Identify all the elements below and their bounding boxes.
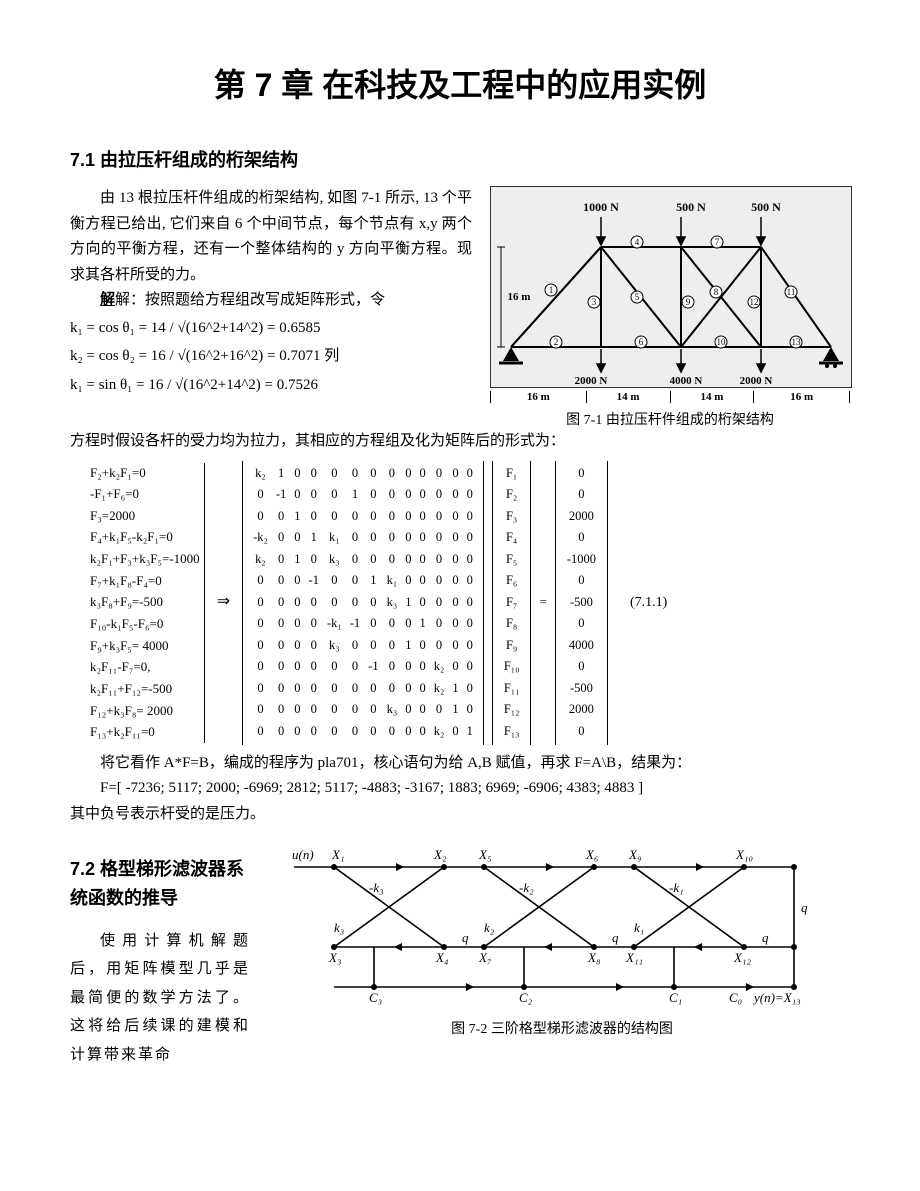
svg-text:C₃: C₃ — [369, 990, 382, 1005]
span-3: 14 m — [671, 391, 755, 403]
result-vector: F=[ -7236; 5117; 2000; -6969; 2812; 5117… — [70, 776, 850, 802]
svg-text:12: 12 — [750, 297, 759, 307]
matrix-A: k₂1000000000000-100010000000001000000000… — [242, 461, 484, 745]
svg-text:X₂: X₂ — [433, 847, 447, 862]
svg-text:4000 N: 4000 N — [670, 375, 703, 387]
svg-text:q: q — [462, 930, 469, 945]
svg-text:C₁: C₁ — [669, 990, 682, 1005]
para-7-2-1: 使用计算机解题后，用矩阵模型几乎是最简便的数学方法了。这将给后续课的建模和计算带… — [70, 927, 250, 1070]
para-7-1-4: 将它看作 A*F=B，编成的程序为 pla701，核心语句为给 A,B 赋值，再… — [70, 751, 850, 777]
svg-text:k₁: k₁ — [634, 920, 644, 935]
equals-sign: = — [539, 592, 546, 612]
figure-7-2-caption: 图 7-2 三阶格型梯形滤波器的结构图 — [274, 1018, 850, 1038]
filter-diagram: u(n) X₁ X₂ X₅ X₆ X₉ X₁₀ X₃ X₄ X₇ X₈ X₁₁ X₁₂ y(… — [274, 837, 814, 1007]
formula-k2: k₂ = cos θ₂ = 16 / √(16^2+16^2) = 0.7071… — [70, 342, 472, 371]
section-7-1-text: 由 13 根拉压杆件组成的桁架结构, 如图 7-1 所示, 13 个平衡方程已给… — [70, 186, 472, 399]
svg-text:X₃: X₃ — [328, 950, 341, 965]
span-4: 16 m — [754, 391, 850, 403]
svg-text:k₃: k₃ — [334, 920, 344, 935]
svg-text:X₅: X₅ — [478, 847, 491, 862]
span-1: 16 m — [490, 391, 587, 403]
equation-number: (7.1.1) — [630, 592, 667, 614]
svg-text:8: 8 — [714, 287, 719, 297]
formula-k1b: k₁ = sin θ₁ = 16 / √(16^2+14^2) = 0.7526 — [70, 371, 472, 400]
svg-text:y(n)=X₁₃: y(n)=X₁₃ — [752, 990, 801, 1005]
svg-text:q: q — [801, 900, 808, 915]
svg-text:C₀: C₀ — [729, 990, 742, 1005]
svg-text:-k₁: -k₁ — [669, 880, 684, 895]
svg-text:2000 N: 2000 N — [575, 375, 608, 387]
formula-k1: k₁ = cos θ₁ = 14 / √(16^2+14^2) = 0.6585 — [70, 314, 472, 343]
para-7-1-3: 方程时假设各杆的受力均为拉力，其相应的方程组及化为矩阵后的形式为： — [70, 429, 850, 455]
svg-text:16 m: 16 m — [508, 291, 531, 303]
solution-prefix: 解：按照题给方程组改写成矩阵形式，令 — [115, 292, 385, 308]
svg-text:X₆: X₆ — [585, 847, 598, 862]
section-7-2-body: 7.2 格型梯形滤波器系统函数的推导 使用计算机解题后，用矩阵模型几乎是最简便的… — [70, 837, 850, 1069]
svg-text:X₇: X₇ — [478, 950, 492, 965]
section-7-2-title: 7.2 格型梯形滤波器系统函数的推导 — [70, 855, 250, 913]
svg-text:X₄: X₄ — [435, 950, 449, 965]
section-7-1-title: 7.1 由拉压杆组成的桁架结构 — [70, 146, 850, 172]
svg-text:q: q — [612, 930, 619, 945]
vector-F: F₁F₂F₃F₄F₅F₆F₇F₈F₉F₁₀F₁₁F₁₂F₁₃ — [492, 461, 532, 745]
svg-text:13: 13 — [792, 337, 802, 347]
implies-arrow: ⇒ — [213, 590, 234, 615]
svg-text:X₈: X₈ — [587, 950, 601, 965]
svg-text:5: 5 — [635, 292, 640, 302]
load-top-3: 500 N — [751, 200, 781, 214]
svg-text:11: 11 — [787, 287, 796, 297]
para-7-1-5: 其中负号表示杆受的是压力。 — [70, 802, 850, 828]
figure-7-2: u(n) X₁ X₂ X₅ X₆ X₉ X₁₀ X₃ X₄ X₇ X₈ X₁₁ X₁₂ y(… — [274, 837, 850, 1038]
figure-7-1-caption: 图 7-1 由拉压杆件组成的桁架结构 — [490, 409, 850, 429]
svg-text:X₁₀: X₁₀ — [735, 847, 753, 862]
matrix-equation: F₂+k₂F₁=0-F₁+F₆=0F₃=2000F₄+k₁F₅-k₂F₁=0k₂… — [90, 461, 850, 745]
chapter-title: 第 7 章 在科技及工程中的应用实例 — [70, 60, 850, 106]
svg-text:10: 10 — [717, 337, 727, 347]
equation-list: F₂+k₂F₁=0-F₁+F₆=0F₃=2000F₄+k₁F₅-k₂F₁=0k₂… — [90, 463, 205, 743]
span-2: 14 m — [587, 391, 671, 403]
load-top-1: 1000 N — [583, 200, 619, 214]
svg-text:6: 6 — [639, 337, 644, 347]
svg-text:q: q — [762, 930, 769, 945]
load-top-2: 500 N — [676, 200, 706, 214]
para-7-1-solution: 解解：按照题给方程组改写成矩阵形式，令 — [70, 288, 472, 314]
svg-text:X₁₂: X₁₂ — [733, 950, 751, 965]
svg-text:7: 7 — [715, 237, 720, 247]
svg-text:X₁₁: X₁₁ — [625, 950, 643, 965]
section-7-1-body: 由 13 根拉压杆件组成的桁架结构, 如图 7-1 所示, 13 个平衡方程已给… — [70, 186, 850, 429]
svg-text:4: 4 — [635, 237, 640, 247]
para-7-1-1: 由 13 根拉压杆件组成的桁架结构, 如图 7-1 所示, 13 个平衡方程已给… — [70, 186, 472, 288]
vector-B: 0020000-10000-500040000-50020000 — [555, 461, 608, 745]
svg-text:2: 2 — [554, 337, 559, 347]
section-7-2-left: 7.2 格型梯形滤波器系统函数的推导 使用计算机解题后，用矩阵模型几乎是最简便的… — [70, 837, 250, 1069]
svg-text:C₂: C₂ — [519, 990, 533, 1005]
svg-text:9: 9 — [686, 297, 691, 307]
svg-text:X₉: X₉ — [628, 847, 641, 862]
svg-text:3: 3 — [592, 297, 597, 307]
svg-text:u(n): u(n) — [292, 847, 314, 862]
figure-7-1: 1000 N 500 N 500 N 2000 N 4000 N 2000 N … — [490, 186, 850, 429]
page: 第 7 章 在科技及工程中的应用实例 7.1 由拉压杆组成的桁架结构 由 13 … — [0, 0, 920, 1109]
svg-text:-k₂: -k₂ — [519, 880, 534, 895]
svg-text:1: 1 — [549, 285, 554, 295]
svg-text:X₁: X₁ — [331, 847, 344, 862]
svg-text:-k₃: -k₃ — [369, 880, 384, 895]
truss-diagram: 1000 N 500 N 500 N 2000 N 4000 N 2000 N … — [490, 186, 852, 388]
svg-text:k₂: k₂ — [484, 920, 495, 935]
svg-text:2000 N: 2000 N — [740, 375, 773, 387]
